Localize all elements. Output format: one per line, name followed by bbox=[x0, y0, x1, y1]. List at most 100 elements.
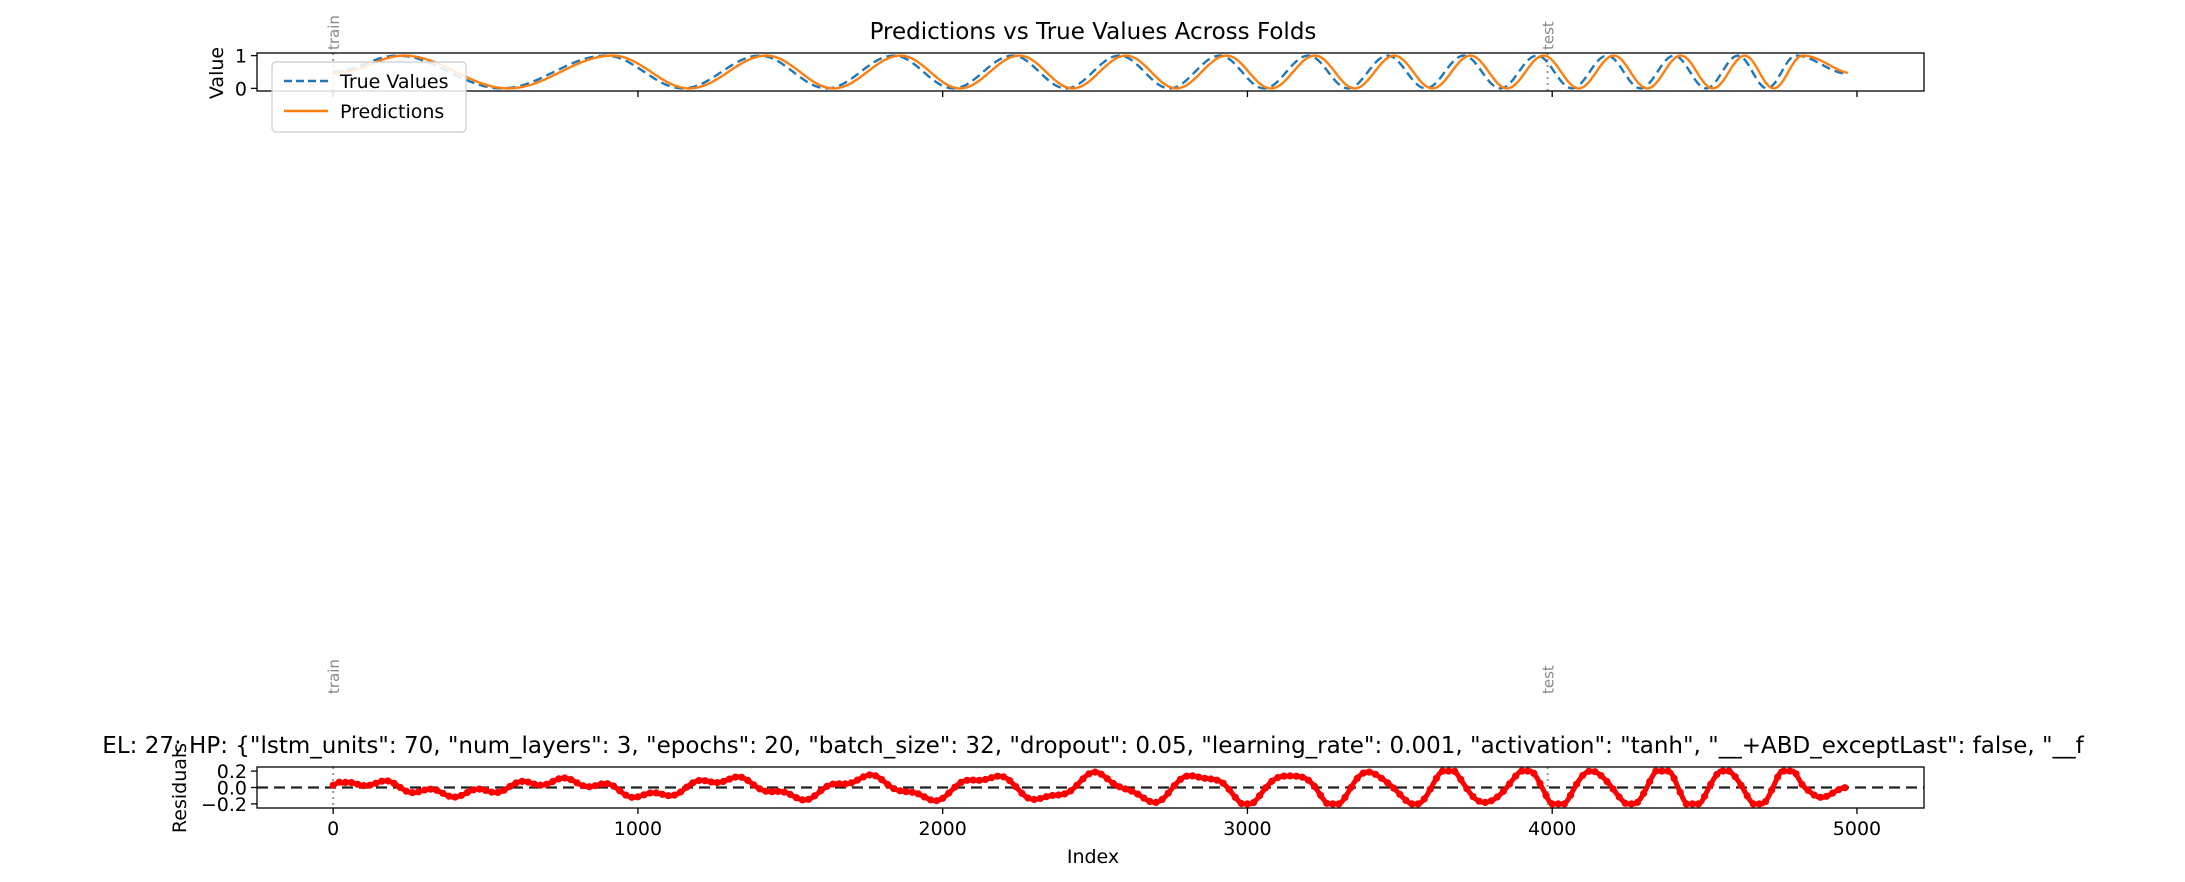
residual-point bbox=[707, 778, 715, 786]
residual-point bbox=[469, 786, 477, 794]
residual-point bbox=[1036, 794, 1044, 803]
residual-point bbox=[1585, 767, 1593, 775]
residual-point bbox=[1262, 784, 1270, 792]
residual-point bbox=[1329, 800, 1337, 808]
residual-point bbox=[421, 786, 429, 794]
residual-point bbox=[1274, 773, 1282, 782]
residual-point bbox=[1835, 786, 1843, 794]
top-chart-title: Predictions vs True Values Across Folds bbox=[870, 19, 1317, 45]
residual-point bbox=[396, 783, 404, 792]
residual-point bbox=[1499, 787, 1507, 795]
residual-point bbox=[1103, 775, 1111, 783]
residual-point bbox=[335, 778, 343, 786]
residual-point bbox=[768, 788, 776, 796]
residual-point bbox=[1024, 794, 1032, 802]
residual-point bbox=[975, 776, 983, 784]
residual-point bbox=[536, 781, 545, 789]
bottom-fold-label-train: train bbox=[325, 659, 343, 694]
residual-point bbox=[738, 773, 746, 781]
residual-point bbox=[933, 797, 941, 805]
residual-point bbox=[1182, 772, 1191, 780]
residual-point bbox=[1457, 775, 1465, 784]
residual-point bbox=[1566, 791, 1575, 799]
residual-point bbox=[1816, 793, 1824, 801]
residual-point bbox=[1042, 793, 1050, 801]
residual-point bbox=[1207, 775, 1215, 783]
residual-point bbox=[1652, 767, 1660, 775]
residual-point bbox=[1140, 794, 1148, 802]
residual-point bbox=[1475, 797, 1483, 805]
residual-point bbox=[1146, 797, 1154, 806]
residual-point bbox=[774, 787, 782, 796]
bottom-subplot: EL: 27; HP: {"lstm_units": 70, "num_laye… bbox=[102, 659, 2084, 868]
bottom-x-tick-label: 1000 bbox=[614, 818, 662, 840]
residual-point bbox=[658, 790, 666, 798]
residual-point bbox=[1335, 800, 1343, 808]
residual-point bbox=[1061, 790, 1069, 798]
residual-point bbox=[616, 787, 624, 795]
residual-point bbox=[646, 789, 654, 797]
residual-point bbox=[457, 791, 465, 800]
residual-point bbox=[1054, 791, 1063, 799]
residual-point bbox=[957, 778, 965, 787]
residual-point bbox=[1701, 792, 1709, 800]
residual-point bbox=[1390, 784, 1398, 792]
residual-point bbox=[987, 774, 996, 782]
residual-point bbox=[1201, 774, 1209, 782]
residual-point bbox=[1792, 770, 1800, 778]
residual-point bbox=[1195, 773, 1203, 781]
residual-point bbox=[475, 785, 484, 793]
residual-point bbox=[792, 794, 801, 802]
residual-point bbox=[1707, 780, 1715, 788]
residual-point bbox=[1115, 783, 1124, 791]
residual-point bbox=[439, 789, 447, 797]
residual-point bbox=[1542, 792, 1550, 800]
residual-point bbox=[1719, 767, 1727, 775]
residual-point bbox=[1445, 767, 1453, 775]
residual-point bbox=[494, 788, 502, 797]
residual-point bbox=[945, 789, 953, 797]
bottom-chart-title: EL: 27; HP: {"lstm_units": 70, "num_laye… bbox=[102, 733, 2084, 759]
residual-point bbox=[1243, 800, 1251, 808]
bottom-x-tick-label: 0 bbox=[327, 818, 339, 840]
bottom-fold-markers: train test bbox=[325, 659, 1558, 808]
residual-point bbox=[1085, 770, 1093, 778]
residual-point bbox=[994, 772, 1002, 780]
residual-point bbox=[939, 794, 947, 802]
residual-point bbox=[664, 792, 673, 800]
residual-point bbox=[384, 777, 392, 785]
residual-point bbox=[719, 777, 727, 786]
residual-point bbox=[610, 782, 618, 790]
residual-point bbox=[1384, 779, 1392, 787]
residual-point bbox=[1749, 800, 1757, 808]
residual-point bbox=[1402, 796, 1410, 805]
residual-point bbox=[427, 785, 435, 793]
residual-point bbox=[1006, 777, 1014, 785]
residual-point bbox=[1640, 789, 1648, 798]
residual-point bbox=[1505, 780, 1514, 788]
residual-point bbox=[402, 787, 410, 795]
residual-point bbox=[1737, 781, 1745, 789]
bottom-x-tick-label: 2000 bbox=[919, 818, 967, 840]
residual-point bbox=[1286, 772, 1294, 780]
residual-point bbox=[1170, 782, 1178, 790]
residual-point bbox=[744, 776, 752, 784]
top-y-tick-label: 0 bbox=[235, 78, 247, 100]
residual-point bbox=[622, 791, 630, 799]
residual-point bbox=[884, 781, 892, 789]
residual-point bbox=[451, 793, 459, 801]
residual-point bbox=[1109, 779, 1117, 788]
residual-point bbox=[725, 775, 734, 783]
residual-point bbox=[561, 774, 569, 782]
residual-point bbox=[1768, 786, 1776, 794]
residual-point bbox=[689, 779, 697, 787]
residual-point bbox=[360, 782, 368, 790]
residual-point bbox=[1432, 774, 1440, 782]
residual-point bbox=[1189, 772, 1197, 780]
residual-point bbox=[847, 779, 855, 787]
residual-point bbox=[908, 788, 916, 796]
residual-point bbox=[634, 793, 642, 801]
residual-point bbox=[1841, 784, 1849, 792]
residual-point bbox=[1597, 772, 1605, 780]
residual-point bbox=[1579, 771, 1587, 780]
